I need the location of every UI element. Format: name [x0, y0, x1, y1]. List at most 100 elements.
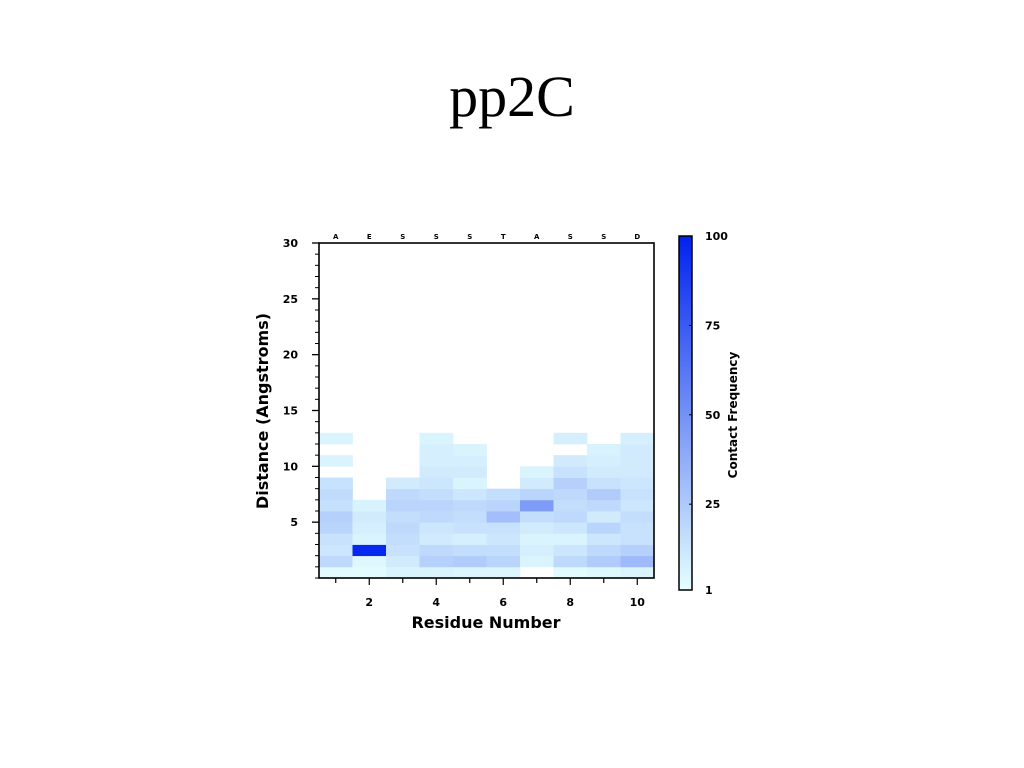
- heatmap-cell: [419, 499, 454, 512]
- slide-title: pp2C: [449, 64, 575, 129]
- heatmap-cell: [553, 533, 588, 545]
- heatmap-cell: [520, 555, 554, 568]
- heatmap-cell: [620, 477, 655, 490]
- heatmap-cell: [352, 566, 387, 579]
- heatmap-cell: [520, 533, 554, 545]
- residue-label: S: [434, 233, 439, 241]
- heatmap-cell: [419, 466, 454, 478]
- heatmap-cell: [520, 477, 554, 490]
- heatmap-cell: [587, 499, 621, 512]
- heatmap-cell: [553, 477, 588, 490]
- heatmap-cell: [319, 533, 353, 545]
- colorbar-tick-label: 1: [705, 584, 713, 597]
- heatmap-cell: [419, 432, 454, 445]
- colorbar-label: Contact Frequency: [726, 351, 740, 478]
- heatmap-cell: [453, 544, 487, 557]
- heatmap-cell: [419, 455, 454, 467]
- residue-label: A: [534, 233, 540, 241]
- heatmap-cell: [419, 533, 454, 545]
- y-tick-label: 15: [283, 405, 298, 418]
- heatmap-cell: [453, 455, 487, 467]
- heatmap-cell: [453, 488, 487, 501]
- x-tick-label: 6: [499, 596, 507, 609]
- x-tick-label: 2: [365, 596, 373, 609]
- heatmap-cell: [419, 444, 454, 456]
- heatmap-cell: [319, 566, 353, 579]
- heatmap-cell: [419, 544, 454, 557]
- heatmap-cell: [352, 544, 387, 557]
- heatmap-cell: [319, 477, 353, 490]
- heatmap-cell: [453, 477, 487, 490]
- heatmap-cell: [587, 544, 621, 557]
- heatmap-cell: [386, 522, 420, 534]
- axis-ticks: [312, 242, 638, 585]
- tick-labels: 5 10 15 20 25 30 2 4 6 8 10: [283, 237, 646, 609]
- x-tick-label: 8: [566, 596, 574, 609]
- heatmap-cell: [352, 499, 387, 512]
- heatmap-cell: [319, 455, 353, 467]
- heatmap-cell: [620, 499, 655, 512]
- heatmap-cell: [386, 477, 420, 490]
- heatmap-cell: [352, 511, 387, 523]
- heatmap-cell: [587, 466, 621, 478]
- heatmap-cell: [486, 499, 521, 512]
- heatmap-cell: [553, 566, 588, 579]
- x-tick-label: 10: [630, 596, 646, 609]
- residue-label: E: [367, 233, 372, 241]
- heatmap-cell: [520, 522, 554, 534]
- heatmap-cell: [520, 466, 554, 478]
- heatmap-cell: [419, 488, 454, 501]
- heatmap-cells: [319, 432, 655, 579]
- heatmap-cell: [587, 533, 621, 545]
- heatmap-cell: [553, 432, 588, 445]
- heatmap-cell: [587, 511, 621, 523]
- heatmap-cell: [620, 455, 655, 467]
- heatmap-cell: [386, 488, 420, 501]
- heatmap-cell: [587, 444, 621, 456]
- heatmap-cell: [620, 544, 655, 557]
- heatmap-cell: [486, 533, 521, 545]
- heatmap-cell: [386, 511, 420, 523]
- y-tick-label: 25: [283, 293, 298, 306]
- heatmap-cell: [453, 522, 487, 534]
- heatmap-cell: [553, 499, 588, 512]
- residue-label: S: [601, 233, 606, 241]
- heatmap-cell: [620, 555, 655, 568]
- heatmap-cell: [352, 555, 387, 568]
- heatmap-cell: [620, 488, 655, 501]
- heatmap-cell: [319, 488, 353, 501]
- residue-label: S: [467, 233, 472, 241]
- colorbar: 1 25 50 75 100 Contact Frequency: [678, 230, 740, 597]
- heatmap-cell: [486, 566, 521, 579]
- x-axis-title: Residue Number: [411, 613, 560, 632]
- x-tick-label: 4: [432, 596, 440, 609]
- y-axis-title: Distance (Angstroms): [253, 313, 272, 509]
- heatmap-cell: [319, 544, 353, 557]
- heatmap-cell: [520, 499, 554, 512]
- heatmap-cell: [319, 522, 353, 534]
- heatmap-cell: [453, 566, 487, 579]
- heatmap-cell: [352, 533, 387, 545]
- colorbar-ticks: 1 25 50 75 100: [689, 230, 728, 597]
- heatmap-cell: [620, 466, 655, 478]
- heatmap-cell: [386, 499, 420, 512]
- colorbar-tick-label: 100: [705, 230, 728, 243]
- heatmap-cell: [352, 522, 387, 534]
- heatmap-cell: [553, 555, 588, 568]
- heatmap-cell: [520, 488, 554, 501]
- colorbar-tick-label: 75: [705, 319, 720, 332]
- heatmap-cell: [319, 555, 353, 568]
- heatmap-cell: [587, 488, 621, 501]
- heatmap-cell: [587, 555, 621, 568]
- heatmap-cell: [419, 566, 454, 579]
- heatmap-cell: [553, 544, 588, 557]
- heatmap-cell: [453, 444, 487, 456]
- heatmap-cell: [587, 477, 621, 490]
- heatmap-cell: [620, 511, 655, 523]
- residue-label: D: [634, 233, 640, 241]
- residue-label: S: [400, 233, 405, 241]
- residue-label: A: [333, 233, 339, 241]
